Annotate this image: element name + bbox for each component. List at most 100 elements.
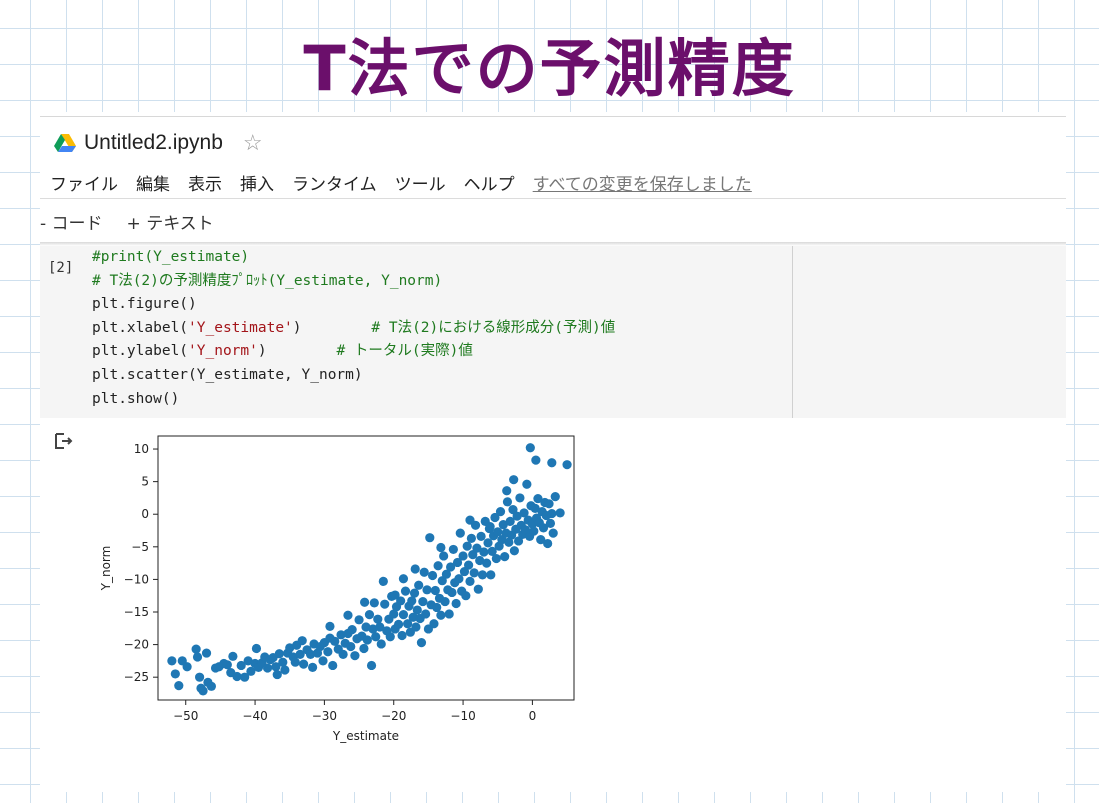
data-point: [509, 546, 519, 556]
data-point: [393, 619, 404, 629]
menu-help[interactable]: ヘルプ: [463, 175, 515, 195]
execution-count: [2]: [48, 260, 74, 276]
data-point: [497, 535, 507, 545]
data-point: [531, 455, 541, 465]
add-text-button[interactable]: + テキスト: [126, 214, 214, 234]
y-tick-label: −25: [124, 670, 149, 684]
data-point: [513, 536, 524, 546]
data-point: [338, 649, 348, 659]
data-point: [495, 507, 506, 517]
data-point: [464, 560, 474, 570]
data-point: [308, 662, 318, 673]
data-point: [411, 622, 421, 632]
data-point: [290, 657, 300, 667]
data-point: [295, 649, 305, 659]
data-point: [361, 622, 371, 632]
data-point: [407, 596, 417, 606]
data-point: [504, 537, 514, 547]
data-point: [390, 590, 400, 600]
data-point: [447, 587, 457, 598]
menu-runtime[interactable]: ランタイム: [292, 175, 377, 195]
data-point: [398, 610, 409, 620]
data-point: [362, 635, 372, 645]
data-point: [538, 523, 549, 533]
data-point: [421, 609, 431, 619]
data-point: [236, 660, 246, 671]
x-axis-label: Y_estimate: [332, 729, 399, 743]
data-point: [427, 570, 438, 581]
data-point: [201, 648, 212, 658]
menu-edit[interactable]: 編集: [136, 175, 170, 195]
code-line: plt.scatter(Y_estimate, Y_norm): [92, 366, 363, 383]
x-tick-label: −10: [450, 709, 475, 723]
data-point: [354, 615, 364, 625]
code-line: # T法(2)の予測精度ﾌﾟﾛｯﾄ(Y_estimate, Y_norm): [92, 272, 443, 289]
data-point: [274, 649, 284, 659]
data-point: [206, 681, 216, 691]
data-point: [373, 614, 383, 624]
menu-bar: ファイル 編集 表示 挿入 ランタイム ツール ヘルプ すべての変更を保存しまし…: [50, 170, 770, 195]
data-point: [366, 660, 377, 671]
menu-tools[interactable]: ツール: [394, 175, 446, 195]
data-point: [167, 656, 177, 666]
menu-view[interactable]: 表示: [188, 175, 222, 195]
data-point: [455, 528, 465, 538]
menu-insert[interactable]: 挿入: [240, 175, 274, 195]
data-point: [336, 630, 346, 640]
cell-toolbar: - コード + テキスト: [40, 209, 214, 234]
data-point: [454, 574, 464, 584]
google-drive-icon[interactable]: [54, 133, 76, 153]
data-point: [536, 535, 546, 545]
save-status-link[interactable]: すべての変更を保存しました: [532, 175, 752, 195]
add-code-button[interactable]: - コード: [40, 214, 103, 234]
code-line: plt.show(): [92, 390, 180, 407]
code-line: plt.ylabel('Y_norm') # トータル(実際)値: [92, 343, 473, 360]
data-point: [502, 497, 513, 507]
data-point: [396, 596, 406, 606]
data-point: [547, 458, 557, 468]
data-point: [452, 557, 463, 568]
data-point: [182, 662, 192, 672]
data-point: [409, 588, 420, 598]
data-point: [479, 547, 489, 557]
data-point: [369, 598, 379, 608]
y-tick-label: −15: [124, 605, 149, 619]
data-point: [468, 550, 478, 560]
data-point: [462, 541, 472, 551]
data-point: [491, 553, 501, 564]
data-point: [476, 531, 486, 541]
data-point: [299, 659, 309, 669]
data-point: [439, 551, 449, 561]
data-point: [445, 562, 456, 572]
data-point: [487, 546, 497, 556]
data-point: [509, 475, 519, 485]
x-tick-label: 0: [529, 709, 537, 723]
scatter-plot: −50 −40 −30 −20 −10 0 10 5 0 −5 −10 −15 −20 −25 Y_esti…: [99, 435, 575, 743]
menu-file[interactable]: ファイル: [50, 175, 118, 195]
data-point: [350, 651, 360, 661]
data-point: [376, 639, 386, 649]
data-point: [297, 636, 307, 646]
data-point: [359, 643, 369, 654]
data-point: [483, 538, 493, 548]
y-tick-label: −10: [124, 572, 149, 586]
data-point: [419, 567, 429, 577]
data-point: [430, 585, 440, 596]
y-tick-label: −5: [131, 540, 149, 554]
data-point: [375, 622, 385, 632]
notebook-title[interactable]: Untitled2.ipynb: [84, 131, 223, 154]
data-point: [530, 503, 540, 513]
star-icon[interactable]: ☆: [242, 130, 263, 155]
data-point: [432, 602, 442, 613]
data-point: [498, 520, 508, 530]
data-point: [512, 511, 522, 521]
data-point: [441, 569, 452, 579]
output-toggle-icon[interactable]: [54, 432, 74, 450]
data-point: [222, 660, 232, 670]
data-point: [433, 561, 443, 571]
data-point: [451, 598, 461, 609]
data-point: [444, 609, 454, 619]
code-cell[interactable]: [2] #print(Y_estimate) # T法(2)の予測精度ﾌﾟﾛｯﾄ…: [40, 246, 1066, 418]
code-editor[interactable]: #print(Y_estimate) # T法(2)の予測精度ﾌﾟﾛｯﾄ(Y_e…: [92, 246, 615, 411]
data-point: [548, 528, 558, 538]
